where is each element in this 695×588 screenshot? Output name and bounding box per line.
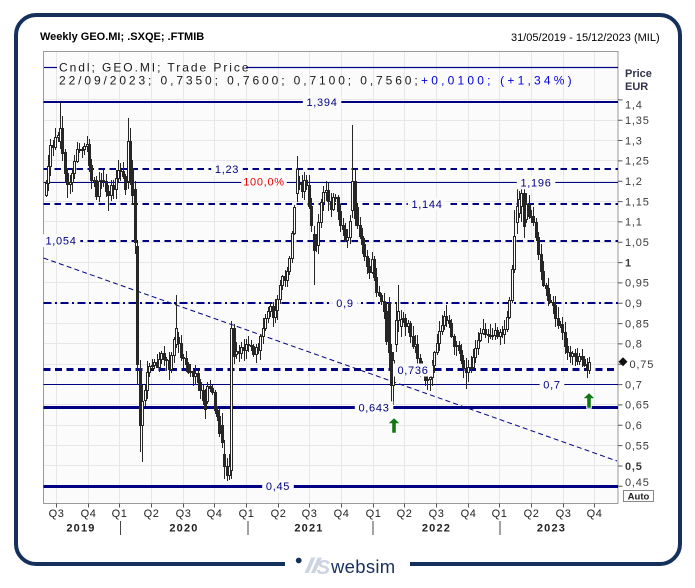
svg-text:Q1: Q1: [239, 508, 255, 520]
svg-text:1,25: 1,25: [625, 156, 650, 168]
svg-text:0,9: 0,9: [336, 298, 353, 310]
svg-text:Q3: Q3: [302, 508, 318, 520]
svg-text:0,95: 0,95: [625, 278, 650, 290]
svg-text:0,736: 0,736: [397, 365, 428, 377]
svg-text:22/09/2023; 0,7350; 0,7600; 0,: 22/09/2023; 0,7350; 0,7600; 0,7100; 0,75…: [59, 74, 421, 88]
svg-text:Q1: Q1: [366, 508, 382, 520]
svg-text:Q4: Q4: [587, 508, 603, 520]
svg-text:0,85: 0,85: [625, 318, 650, 330]
svg-text:Q2: Q2: [524, 508, 540, 520]
svg-text:Q1: Q1: [112, 508, 128, 520]
svg-text:0,5: 0,5: [625, 461, 643, 473]
svg-text:0,7: 0,7: [625, 379, 643, 391]
svg-text:2021: 2021: [294, 523, 323, 535]
svg-text:Q4: Q4: [81, 508, 97, 520]
svg-text:0,45: 0,45: [625, 477, 650, 489]
svg-text:1,15: 1,15: [625, 196, 650, 208]
svg-text:0,45: 0,45: [266, 481, 290, 493]
svg-text:2020: 2020: [169, 523, 198, 535]
svg-text:1,23: 1,23: [215, 164, 239, 176]
svg-text:1,054: 1,054: [45, 235, 76, 247]
svg-text:Q3: Q3: [176, 508, 192, 520]
svg-text:1,2: 1,2: [625, 176, 643, 188]
svg-text:2019: 2019: [66, 523, 95, 535]
svg-text:1,1: 1,1: [625, 217, 643, 229]
svg-text:1,05: 1,05: [625, 237, 650, 249]
svg-text:Q3: Q3: [49, 508, 65, 520]
svg-text:1,3: 1,3: [625, 135, 643, 147]
svg-text:0,9: 0,9: [625, 298, 643, 310]
svg-text:Q2: Q2: [397, 508, 413, 520]
svg-text:0,7: 0,7: [543, 379, 560, 391]
svg-text:Cndl; GEO.MI; Trade Price: Cndl; GEO.MI; Trade Price: [59, 61, 250, 75]
svg-text:EUR: EUR: [625, 81, 648, 93]
svg-text:+0,0100; (+1,34%): +0,0100; (+1,34%): [421, 74, 575, 88]
svg-text:1,196: 1,196: [520, 178, 551, 190]
svg-text:Price: Price: [625, 68, 652, 80]
svg-text:0,55: 0,55: [625, 440, 650, 452]
svg-text:Q2: Q2: [144, 508, 160, 520]
svg-text:0,6: 0,6: [625, 420, 643, 432]
svg-text:0,8: 0,8: [625, 339, 643, 351]
svg-text:0,75: 0,75: [630, 359, 655, 371]
svg-text:1,35: 1,35: [625, 115, 650, 127]
svg-text:Q4: Q4: [207, 508, 223, 520]
svg-text:1,144: 1,144: [411, 199, 442, 211]
svg-text:1: 1: [625, 257, 632, 269]
svg-text:0,643: 0,643: [358, 403, 389, 415]
svg-text:Auto: Auto: [628, 492, 650, 503]
svg-text:0,65: 0,65: [625, 400, 650, 412]
svg-text:2022: 2022: [422, 523, 451, 535]
svg-text:1,4: 1,4: [625, 99, 643, 111]
svg-text:Q4: Q4: [334, 508, 350, 520]
svg-text:100,0%: 100,0%: [243, 177, 285, 189]
svg-text:Q3: Q3: [429, 508, 445, 520]
svg-text:Q1: Q1: [492, 508, 508, 520]
svg-text:2023: 2023: [537, 523, 566, 535]
svg-text:S: S: [317, 556, 331, 578]
svg-text:Q4: Q4: [461, 508, 477, 520]
svg-text:websim: websim: [330, 556, 396, 577]
svg-text:Q2: Q2: [271, 508, 287, 520]
svg-text:1,394: 1,394: [306, 97, 337, 109]
svg-text:Q3: Q3: [556, 508, 572, 520]
